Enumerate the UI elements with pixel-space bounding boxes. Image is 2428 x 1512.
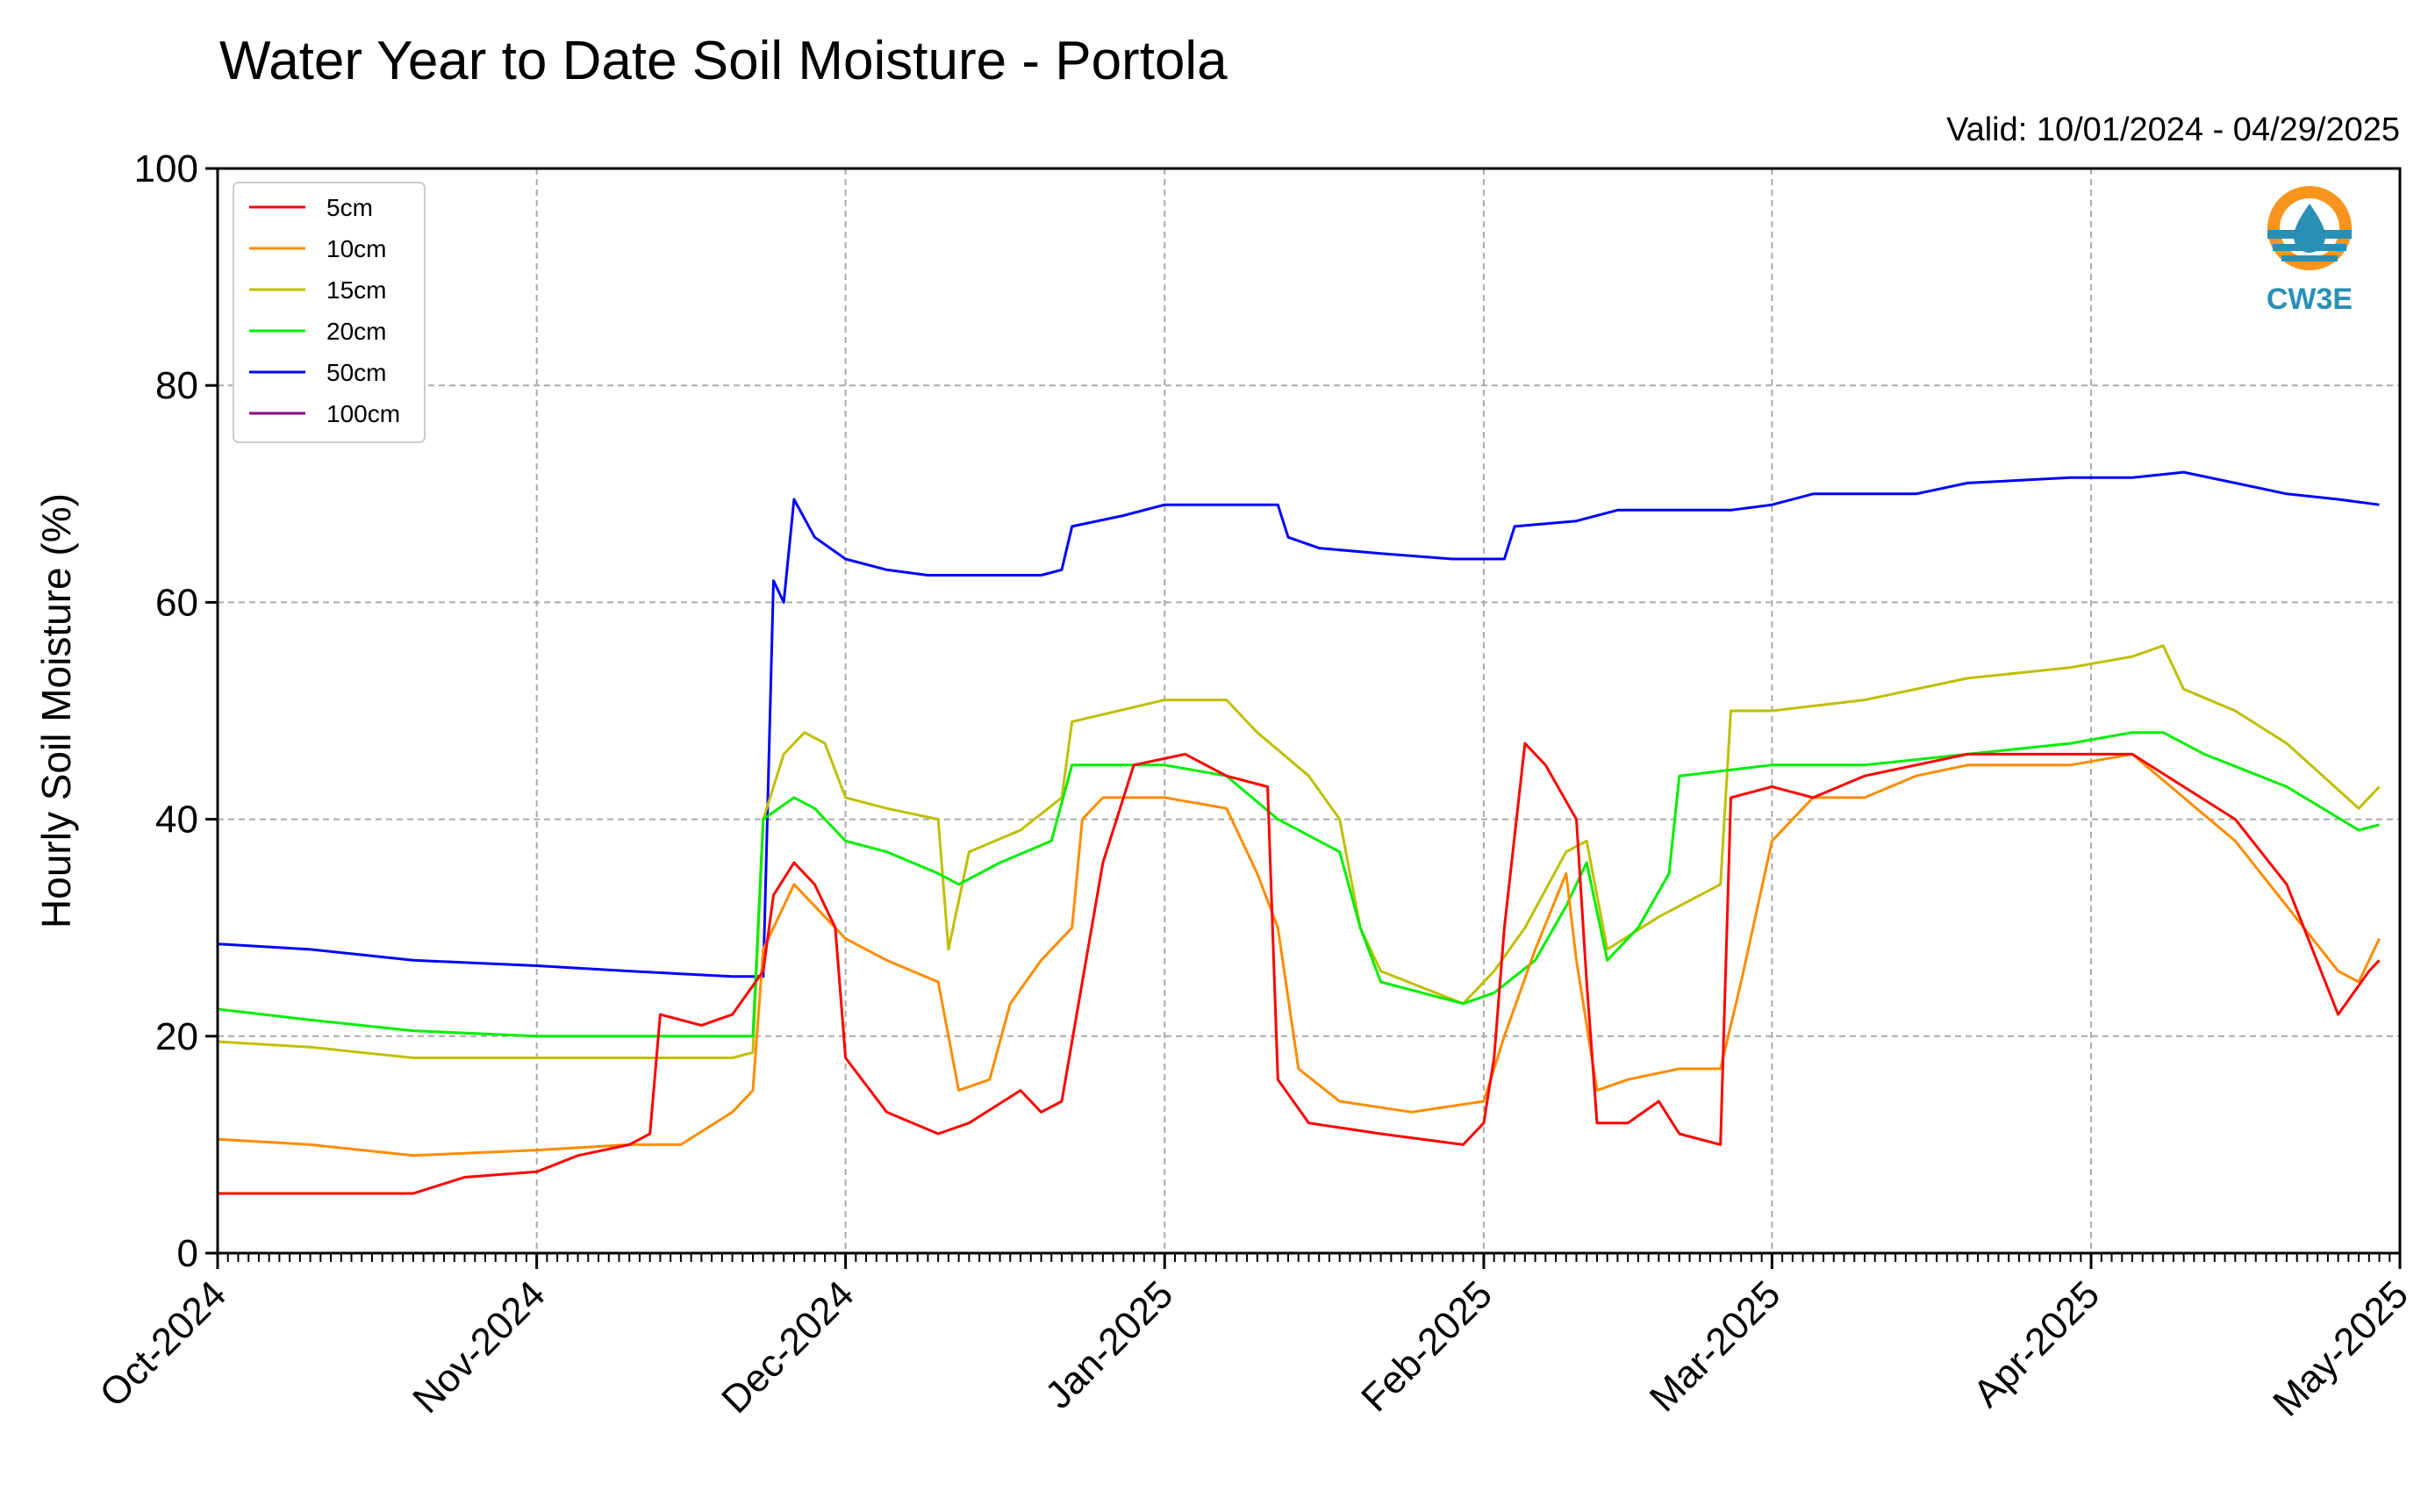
y-tick-label: 20 (155, 1015, 198, 1058)
legend-item-50cm: 50cm (249, 359, 386, 386)
x-tick-label: May-2025 (2265, 1272, 2417, 1424)
x-minor-ticks (217, 1253, 2401, 1262)
legend-label: 10cm (326, 235, 386, 262)
x-tick-label: Feb-2025 (1353, 1272, 1500, 1420)
legend-item-10cm: 10cm (249, 235, 386, 262)
series-line-50cm (218, 470, 2380, 978)
y-tick-label: 80 (155, 364, 198, 407)
legend-label: 5cm (326, 194, 373, 221)
legend-item-20cm: 20cm (249, 318, 386, 345)
x-tick-label: Mar-2025 (1642, 1272, 1789, 1420)
legend-label: 100cm (326, 400, 400, 427)
series-line-5cm (218, 742, 2381, 1195)
x-tick-label: Dec-2024 (713, 1272, 863, 1422)
logo-text: CW3E (2267, 283, 2353, 316)
legend-label: 15cm (326, 276, 386, 304)
cw3e-logo: CW3E (2267, 186, 2353, 316)
x-axis: Oct-2024 Nov-2024 Dec-2024 Jan-2025 Feb-2025… (91, 1253, 2417, 1424)
x-tick-label: Oct-2024 (91, 1272, 234, 1415)
legend-label: 50cm (326, 359, 386, 386)
water-drop-logo-icon (2267, 186, 2352, 270)
plot-frame (216, 167, 2402, 1255)
x-tick-label: Jan-2025 (1037, 1272, 1181, 1416)
y-tick-label: 40 (155, 799, 198, 842)
y-tick-label: 100 (134, 147, 198, 190)
y-axis-label: Hourly Soil Moisture (%) (33, 493, 79, 928)
grid-lines (218, 168, 2400, 1253)
x-tick-label: Apr-2025 (1965, 1272, 2108, 1415)
series-layer (218, 470, 2381, 1195)
series-line-15cm (218, 644, 2381, 1059)
chart-subtitle: Valid: 10/01/2024 - 04/29/2025 (1946, 111, 2400, 148)
legend-item-15cm: 15cm (249, 276, 386, 304)
series-line-20cm (218, 731, 2380, 1038)
legend: 5cm 10cm 15cm 20cm 50cm 100cm (233, 182, 426, 443)
legend-item-5cm: 5cm (249, 194, 373, 221)
x-tick-label: Nov-2024 (405, 1272, 554, 1422)
y-axis: 0 20 40 60 80 100 (134, 147, 218, 1275)
chart-title: Water Year to Date Soil Moisture - Porto… (219, 31, 1228, 91)
series-line-10cm (218, 752, 2381, 1157)
y-tick-label: 0 (177, 1232, 198, 1275)
legend-item-100cm: 100cm (249, 400, 400, 427)
y-tick-label: 60 (155, 581, 198, 624)
legend-label: 20cm (326, 318, 386, 345)
